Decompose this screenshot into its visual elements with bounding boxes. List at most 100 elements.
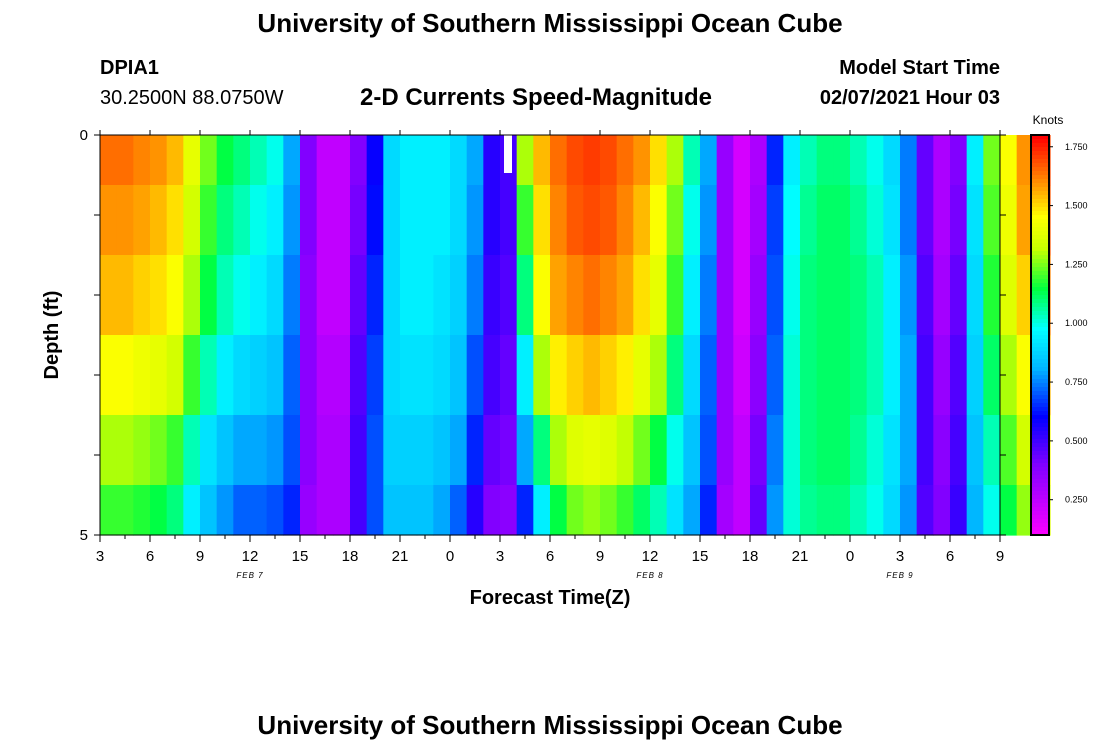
heatmap-cell [600, 135, 618, 186]
heatmap-cell [150, 485, 168, 536]
heatmap-cell [700, 335, 718, 416]
colorbar-swatch [1031, 159, 1049, 164]
heatmap-cell [983, 185, 1001, 256]
colorbar-swatch [1031, 407, 1049, 412]
colorbar-swatch [1031, 363, 1049, 368]
heatmap-cell [900, 185, 918, 256]
heatmap-cell [283, 485, 301, 536]
heatmap-cell [116, 135, 134, 186]
heatmap-cell [833, 485, 851, 536]
heatmap-cell [633, 485, 651, 536]
date-label: FEB 9 [886, 571, 913, 580]
heatmap-cell [900, 335, 918, 416]
colorbar-swatch [1031, 327, 1049, 332]
heatmap-cell [166, 415, 184, 486]
heatmap-cell [950, 485, 968, 536]
heatmap-cell [700, 485, 718, 536]
heatmap-cell [933, 185, 951, 256]
heatmap-cell [950, 255, 968, 336]
heatmap-cell [750, 485, 768, 536]
heatmap-cell [600, 415, 618, 486]
heatmap-cell [466, 485, 484, 536]
colorbar-swatch [1031, 507, 1049, 512]
heatmap-cell [900, 135, 918, 186]
colorbar-swatch [1031, 147, 1049, 152]
heatmap-cell [833, 335, 851, 416]
heatmap-cell [116, 335, 134, 416]
heatmap-cell [200, 335, 218, 416]
heatmap-cell [633, 415, 651, 486]
model-start-label: Model Start Time [839, 57, 1000, 79]
colorbar-swatch [1031, 315, 1049, 320]
heatmap-cell [133, 185, 151, 256]
colorbar-tick-label: 1.500 [1065, 201, 1088, 211]
heatmap-cell [483, 485, 501, 536]
heatmap-cell [1000, 485, 1018, 536]
colorbar-swatch [1031, 295, 1049, 300]
heatmap-cell [866, 255, 884, 336]
heatmap-cell [216, 255, 234, 336]
colorbar-swatch [1031, 495, 1049, 500]
heatmap-cell [616, 135, 634, 186]
colorbar-swatch [1031, 279, 1049, 284]
heatmap-cell [400, 335, 418, 416]
colorbar-swatch [1031, 283, 1049, 288]
colorbar-swatch [1031, 263, 1049, 268]
heatmap-cell [466, 185, 484, 256]
heatmap-cell [150, 255, 168, 336]
heatmap-cell [966, 185, 984, 256]
heatmap-cell [183, 185, 201, 256]
heatmap-cell [283, 185, 301, 256]
heatmap-cell [133, 415, 151, 486]
heatmap-cell [983, 135, 1001, 186]
heatmap-cell [833, 415, 851, 486]
heatmap-cell [666, 185, 684, 256]
heatmap-cell [416, 415, 434, 486]
colorbar-swatch [1031, 191, 1049, 196]
heatmap-cell [600, 485, 618, 536]
x-tick-label: 6 [546, 548, 554, 565]
heatmap-cell [866, 185, 884, 256]
heatmap-cell [366, 415, 384, 486]
heatmap-cell [133, 255, 151, 336]
heatmap-cell [866, 485, 884, 536]
heatmap-cell [250, 485, 268, 536]
heatmap-cell [566, 485, 584, 536]
colorbar-tick-label: 1.750 [1065, 142, 1088, 152]
heatmap-cell [116, 485, 134, 536]
heatmap-cell [766, 485, 784, 536]
heatmap-cell [400, 135, 418, 186]
heatmap-cell [183, 255, 201, 336]
colorbar-swatch [1031, 411, 1049, 416]
x-tick-label: 0 [446, 548, 454, 565]
heatmap-cell [183, 135, 201, 186]
heatmap-cell [966, 485, 984, 536]
heatmap-cell [583, 335, 601, 416]
model-start-value: 02/07/2021 Hour 03 [819, 87, 1000, 109]
heatmap-cell [500, 255, 518, 336]
station-coords: 30.2500N 88.0750W [100, 87, 284, 109]
heatmap-cell [933, 255, 951, 336]
colorbar-swatch [1031, 527, 1049, 532]
heatmap-cell [433, 335, 451, 416]
x-tick-label: 21 [392, 548, 409, 565]
x-tick-label: 12 [642, 548, 659, 565]
colorbar-tick-label: 0.750 [1065, 377, 1088, 387]
heatmap-cell [883, 135, 901, 186]
colorbar-swatch [1031, 395, 1049, 400]
heatmap-cell [400, 415, 418, 486]
heatmap-cell [950, 415, 968, 486]
heatmap-cell [683, 135, 701, 186]
heatmap-cell [400, 255, 418, 336]
heatmap-cell [216, 415, 234, 486]
heatmap-cell [116, 415, 134, 486]
heatmap-cell [300, 335, 318, 416]
colorbar-swatch [1031, 367, 1049, 372]
colorbar-swatch [1031, 195, 1049, 200]
heatmap-cell [266, 185, 284, 256]
heatmap-cell [616, 485, 634, 536]
heatmap-cell [533, 135, 551, 186]
heatmap-cell [450, 415, 468, 486]
heatmap-cell [283, 415, 301, 486]
heatmap-cell [683, 415, 701, 486]
